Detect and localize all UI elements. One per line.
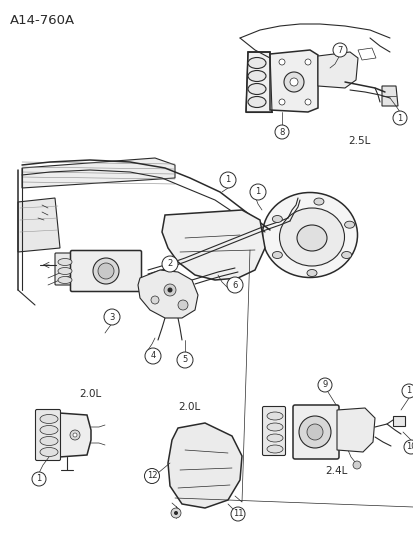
Text: 11: 11 — [232, 510, 243, 519]
Circle shape — [98, 263, 114, 279]
Polygon shape — [138, 270, 197, 318]
Circle shape — [306, 424, 322, 440]
Ellipse shape — [40, 425, 58, 434]
Ellipse shape — [313, 198, 323, 205]
Ellipse shape — [296, 225, 326, 251]
Circle shape — [178, 300, 188, 310]
Polygon shape — [161, 210, 264, 280]
Polygon shape — [245, 52, 271, 112]
Text: 8: 8 — [279, 127, 284, 136]
Circle shape — [230, 507, 244, 521]
Polygon shape — [317, 52, 357, 88]
Circle shape — [73, 433, 77, 437]
Text: 9: 9 — [322, 381, 327, 390]
Polygon shape — [336, 408, 374, 452]
FancyBboxPatch shape — [292, 405, 338, 459]
Circle shape — [219, 172, 235, 188]
Circle shape — [317, 378, 331, 392]
Circle shape — [298, 416, 330, 448]
Ellipse shape — [58, 268, 72, 274]
Circle shape — [32, 472, 46, 486]
FancyBboxPatch shape — [70, 251, 141, 292]
Ellipse shape — [40, 437, 58, 446]
Text: 4: 4 — [150, 351, 155, 360]
Text: 2.0L: 2.0L — [178, 402, 200, 412]
Ellipse shape — [247, 58, 266, 69]
Circle shape — [289, 78, 297, 86]
Circle shape — [332, 43, 346, 57]
Circle shape — [278, 99, 284, 105]
Circle shape — [171, 508, 180, 518]
Ellipse shape — [266, 423, 282, 431]
Circle shape — [274, 125, 288, 139]
Text: 6: 6 — [232, 280, 237, 289]
Text: 7: 7 — [337, 45, 342, 54]
Circle shape — [304, 99, 310, 105]
Ellipse shape — [58, 277, 72, 284]
Circle shape — [93, 258, 119, 284]
FancyBboxPatch shape — [36, 409, 60, 461]
Circle shape — [249, 184, 266, 200]
Text: 2.5L: 2.5L — [347, 136, 370, 146]
Polygon shape — [18, 198, 60, 252]
Circle shape — [177, 352, 192, 368]
Circle shape — [145, 348, 161, 364]
Text: 1: 1 — [225, 175, 230, 184]
Ellipse shape — [272, 252, 282, 259]
Ellipse shape — [272, 215, 282, 222]
Ellipse shape — [247, 84, 266, 94]
Polygon shape — [381, 86, 397, 106]
Polygon shape — [392, 416, 404, 426]
Polygon shape — [59, 413, 91, 457]
Circle shape — [226, 277, 242, 293]
FancyBboxPatch shape — [262, 407, 285, 456]
Text: 2.4L: 2.4L — [324, 466, 347, 476]
Ellipse shape — [266, 434, 282, 442]
Circle shape — [278, 59, 284, 65]
Text: 2: 2 — [167, 260, 172, 269]
Circle shape — [144, 469, 159, 483]
Circle shape — [304, 59, 310, 65]
Polygon shape — [168, 423, 242, 508]
Text: 1: 1 — [36, 474, 42, 483]
Ellipse shape — [247, 96, 266, 108]
Text: 1: 1 — [406, 386, 411, 395]
Text: 1: 1 — [396, 114, 402, 123]
Circle shape — [104, 309, 120, 325]
Text: 1: 1 — [255, 188, 260, 197]
Circle shape — [283, 72, 303, 92]
Circle shape — [173, 511, 178, 515]
Circle shape — [392, 111, 406, 125]
Ellipse shape — [344, 221, 354, 228]
Circle shape — [161, 256, 178, 272]
Polygon shape — [269, 50, 317, 112]
Ellipse shape — [266, 412, 282, 420]
Ellipse shape — [279, 208, 344, 266]
Text: 3: 3 — [109, 312, 114, 321]
Text: A14-760A: A14-760A — [10, 14, 75, 27]
Ellipse shape — [247, 70, 266, 82]
Ellipse shape — [58, 259, 72, 265]
Ellipse shape — [262, 192, 357, 278]
Circle shape — [401, 384, 413, 398]
Ellipse shape — [40, 448, 58, 456]
Text: 12: 12 — [146, 472, 157, 481]
Circle shape — [70, 430, 80, 440]
Text: 5: 5 — [182, 356, 187, 365]
Circle shape — [352, 461, 360, 469]
Ellipse shape — [341, 252, 351, 259]
Circle shape — [167, 287, 172, 293]
Ellipse shape — [266, 445, 282, 453]
Circle shape — [164, 284, 176, 296]
Polygon shape — [22, 158, 175, 188]
Circle shape — [151, 296, 159, 304]
Text: 2.0L: 2.0L — [79, 389, 101, 399]
Circle shape — [403, 440, 413, 454]
FancyBboxPatch shape — [55, 253, 73, 285]
Ellipse shape — [40, 415, 58, 424]
Ellipse shape — [306, 270, 316, 277]
Text: 10: 10 — [405, 442, 413, 451]
